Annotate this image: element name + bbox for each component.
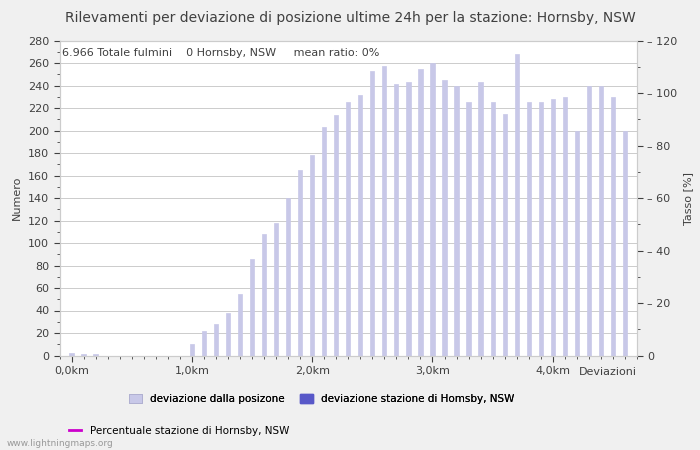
Text: 6.966 Totale fulmini    0 Hornsby, NSW     mean ratio: 0%: 6.966 Totale fulmini 0 Hornsby, NSW mean…: [62, 49, 380, 58]
Bar: [250, 259, 254, 356]
Bar: [563, 97, 567, 356]
Bar: [394, 85, 398, 356]
Bar: [69, 353, 73, 356]
Bar: [419, 69, 423, 356]
Bar: [94, 355, 98, 356]
Text: Rilevamenti per deviazione di posizione ultime 24h per la stazione: Hornsby, NSW: Rilevamenti per deviazione di posizione …: [64, 11, 636, 25]
Bar: [442, 80, 447, 356]
Bar: [81, 355, 85, 356]
Bar: [226, 313, 230, 356]
Bar: [238, 294, 242, 356]
Bar: [274, 223, 278, 356]
Bar: [611, 97, 615, 356]
Bar: [466, 103, 470, 356]
Bar: [310, 155, 314, 356]
Legend: deviazione dalla posizone, deviazione stazione di Homsby, NSW: deviazione dalla posizone, deviazione st…: [130, 394, 514, 404]
Bar: [598, 86, 603, 356]
Bar: [526, 103, 531, 356]
Bar: [214, 324, 218, 356]
Bar: [491, 103, 495, 356]
Bar: [358, 94, 363, 356]
Bar: [454, 86, 458, 356]
Bar: [334, 115, 338, 356]
Legend: Percentuale stazione di Hornsby, NSW: Percentuale stazione di Hornsby, NSW: [64, 422, 293, 440]
Y-axis label: Numero: Numero: [13, 176, 22, 220]
Bar: [587, 86, 591, 356]
Bar: [538, 103, 543, 356]
Bar: [479, 82, 483, 356]
Bar: [346, 103, 351, 356]
Bar: [551, 99, 555, 356]
Text: www.lightningmaps.org: www.lightningmaps.org: [7, 439, 113, 448]
Bar: [370, 71, 374, 356]
Bar: [298, 170, 302, 356]
Bar: [575, 130, 579, 356]
Bar: [514, 54, 519, 356]
Bar: [286, 198, 290, 356]
Bar: [503, 114, 507, 356]
Bar: [190, 344, 194, 356]
Bar: [623, 130, 627, 356]
Bar: [322, 127, 326, 356]
Y-axis label: Tasso [%]: Tasso [%]: [683, 171, 693, 225]
Bar: [382, 67, 386, 356]
Bar: [430, 63, 435, 356]
Text: Deviazioni: Deviazioni: [579, 367, 637, 377]
Bar: [202, 331, 206, 356]
Bar: [406, 82, 410, 356]
Bar: [262, 234, 266, 356]
